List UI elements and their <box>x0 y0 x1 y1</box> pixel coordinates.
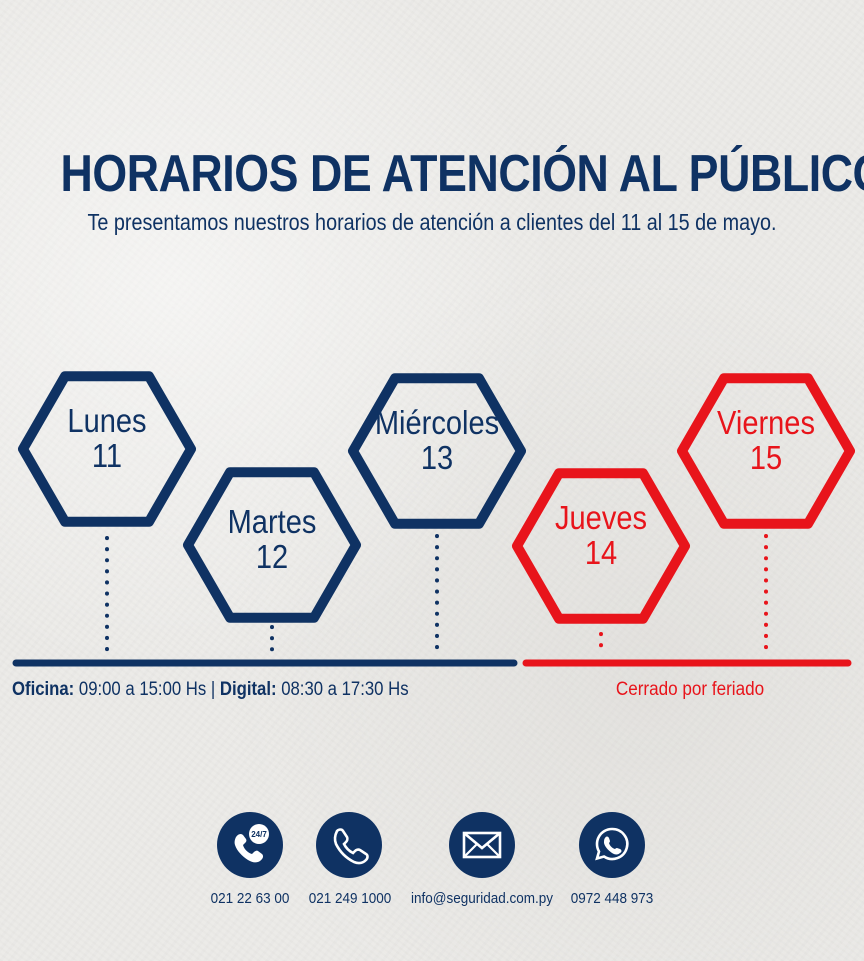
closed-notice: Cerrado por feriado <box>615 679 765 700</box>
hexagon-martes <box>183 467 361 623</box>
whatsapp-icon[interactable] <box>579 812 645 878</box>
day-martes: Martes 12 <box>197 504 347 574</box>
day-miercoles: Miércoles 13 <box>362 405 512 475</box>
office-label: Oficina: <box>12 679 75 700</box>
day-name: Lunes <box>67 402 147 439</box>
day-number: 15 <box>749 439 783 476</box>
hexagon-jueves <box>512 468 690 624</box>
day-jueves: Jueves 14 <box>526 500 676 570</box>
badge-24-7: 24/7 <box>251 830 267 839</box>
office-hours: 09:00 a 15:00 Hs <box>78 679 207 700</box>
hexagon-viernes <box>677 373 855 529</box>
contact-phone-24-7[interactable]: 021 22 63 00 <box>210 890 290 907</box>
day-lunes: Lunes 11 <box>32 403 182 473</box>
contact-whatsapp[interactable]: 0972 448 973 <box>570 890 654 907</box>
envelope-icon[interactable] <box>449 812 515 878</box>
hexagon-lunes <box>18 371 196 527</box>
hours-separator: | <box>210 679 216 700</box>
contact-email[interactable]: info@seguridad.com.py <box>410 890 554 907</box>
digital-hours: 08:30 a 17:30 Hs <box>281 679 409 700</box>
day-name: Viernes <box>717 404 815 441</box>
day-name: Jueves <box>554 499 648 536</box>
handset-glyph <box>234 833 264 863</box>
day-number: 13 <box>420 439 454 476</box>
page-title: HORARIOS DE ATENCIÓN AL PÚBLICO <box>60 145 864 203</box>
phone-icon[interactable] <box>316 812 382 878</box>
digital-label: Digital: <box>219 679 277 700</box>
day-number: 14 <box>584 534 618 571</box>
page-subtitle: Te presentamos nuestros horarios de aten… <box>87 209 777 235</box>
hexagon-miercoles <box>348 373 526 529</box>
contact-phone[interactable]: 021 249 1000 <box>308 890 392 907</box>
day-name: Martes <box>227 503 317 540</box>
day-number: 12 <box>255 538 289 575</box>
phone-24-7-icon[interactable]: 24/7 <box>217 812 283 878</box>
day-name: Miércoles <box>374 404 500 441</box>
day-viernes: Viernes 15 <box>691 405 841 475</box>
opening-hours: Oficina: 09:00 a 15:00 Hs | Digital: 08:… <box>12 677 409 703</box>
day-number: 11 <box>91 437 123 474</box>
